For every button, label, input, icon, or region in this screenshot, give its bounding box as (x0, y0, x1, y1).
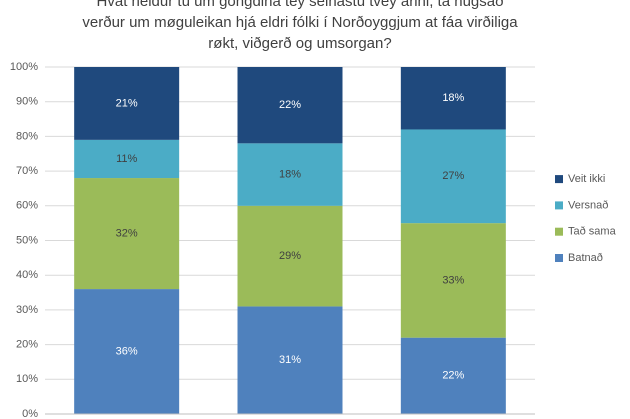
y-tick-label: 10% (16, 373, 38, 385)
value-label: 22% (279, 99, 301, 111)
value-label: 36% (116, 345, 138, 357)
value-label: 33% (442, 274, 464, 286)
value-label: 32% (116, 227, 138, 239)
bar-segment (400, 129, 506, 224)
bar-segment (74, 139, 180, 179)
legend-swatch (555, 254, 563, 262)
y-tick-label: 20% (16, 339, 38, 351)
value-label: 29% (279, 250, 301, 262)
bar-segment (237, 67, 343, 144)
bar-segment (400, 223, 506, 338)
legend-swatch (555, 175, 563, 184)
y-tick-label: 70% (16, 165, 38, 177)
bar-segment (74, 289, 180, 414)
y-tick-label: 60% (16, 200, 38, 212)
value-label: 18% (442, 92, 464, 104)
legend-label: Veit ikki (568, 173, 605, 185)
chart-title: verður um møguleikan hjá eldri fólki í N… (82, 14, 518, 31)
y-tick-label: 100% (10, 61, 38, 73)
y-tick-label: 0% (22, 408, 38, 419)
legend-label: Versnað (568, 199, 608, 211)
chart-title: Hvat heldur tú um gongdina tey seinastu … (97, 0, 504, 10)
value-label: 27% (442, 170, 464, 182)
bar-segment (400, 337, 506, 414)
legend-label: Batnað (568, 252, 603, 264)
value-label: 18% (279, 168, 301, 180)
legend-label: Tað sama (568, 226, 617, 238)
value-label: 21% (116, 97, 138, 109)
value-label: 31% (279, 354, 301, 366)
y-tick-label: 30% (16, 304, 38, 316)
bar-segment (74, 178, 180, 290)
y-tick-label: 40% (16, 269, 38, 281)
y-tick-label: 90% (16, 96, 38, 108)
y-tick-label: 50% (16, 234, 38, 246)
y-tick-label: 80% (16, 130, 38, 142)
bar-segment (400, 67, 506, 130)
bar-segment (237, 205, 343, 307)
chart-title: røkt, viðgerð og umsorgan? (208, 35, 391, 52)
bar-segment (237, 306, 343, 414)
bar-segment (74, 67, 180, 140)
legend-swatch (555, 201, 563, 210)
value-label: 22% (442, 370, 464, 382)
legend-swatch (555, 227, 563, 236)
value-label: 11% (116, 153, 137, 165)
bar-segment (237, 143, 343, 206)
